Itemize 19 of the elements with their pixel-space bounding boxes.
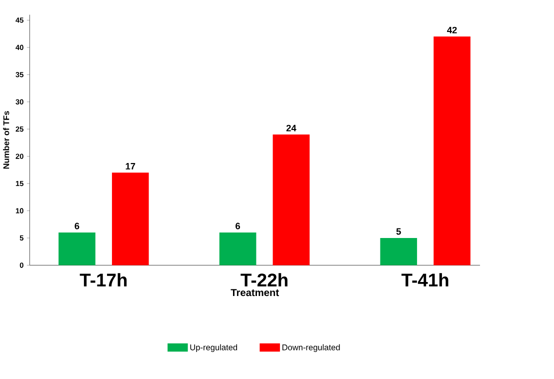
bar — [272, 134, 310, 266]
x-tick-label: T-17h — [80, 272, 127, 286]
bar — [434, 36, 470, 266]
x-tick-label: T-22h — [240, 272, 288, 286]
bar — [58, 232, 96, 266]
bar — [380, 238, 418, 266]
data-label: 6 — [74, 222, 80, 230]
legend-label: Down-regulated — [282, 344, 340, 352]
y-axis-title: Number of TFs — [3, 110, 10, 168]
data-label: 6 — [236, 222, 240, 230]
bar — [219, 232, 256, 266]
x-tick-label: T-41h — [401, 272, 448, 286]
data-label: 42 — [447, 26, 457, 34]
data-label: 17 — [126, 162, 136, 170]
data-label: 24 — [286, 124, 296, 132]
bar — [112, 172, 149, 266]
legend-label: Up-regulated — [190, 344, 238, 352]
data-label: 5 — [396, 228, 401, 235]
x-axis-title: Treatment — [230, 288, 279, 296]
